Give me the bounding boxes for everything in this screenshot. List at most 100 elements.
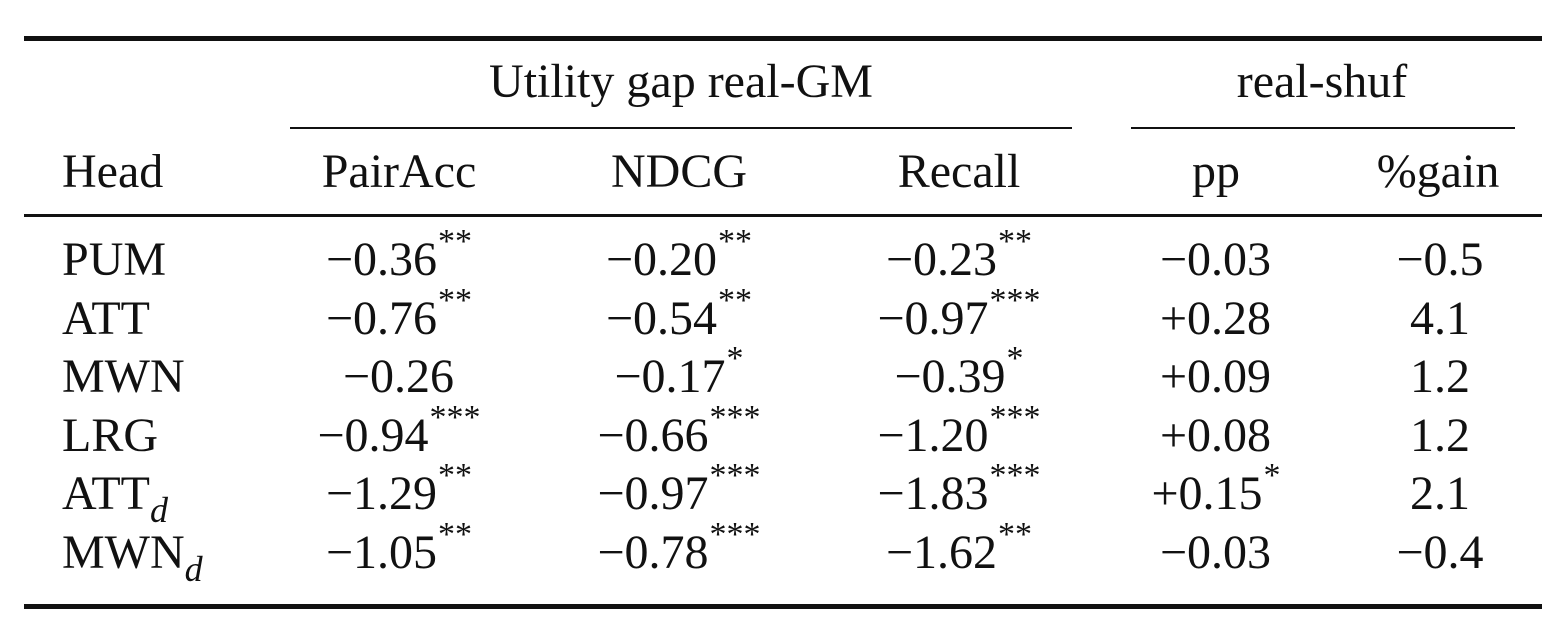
pp-value: +0.15 bbox=[1151, 467, 1263, 521]
pairacc-value: −0.76 bbox=[325, 291, 438, 345]
head-cell: ATTd bbox=[62, 467, 168, 528]
pairacc-significance: ** bbox=[438, 281, 473, 319]
pairacc-value: −0.94 bbox=[317, 408, 429, 462]
pairacc-value: −0.36 bbox=[325, 233, 438, 286]
ndcg-value: −0.78 bbox=[597, 526, 709, 579]
ndcg-value: −0.20 bbox=[605, 233, 718, 286]
recall-significance: ** bbox=[998, 516, 1033, 553]
ndcg-cell: −0.97*** bbox=[597, 459, 760, 521]
recall-significance: *** bbox=[989, 281, 1041, 319]
head-label: MWN bbox=[62, 526, 185, 579]
recall-value: −1.83 bbox=[877, 467, 989, 521]
pairacc-significance: ** bbox=[438, 457, 473, 495]
head-cell: MWNd bbox=[62, 526, 203, 587]
pairacc-significance: ** bbox=[438, 516, 473, 553]
head-label: ATT bbox=[62, 467, 150, 521]
head-label: MWN bbox=[62, 350, 185, 404]
column-header-recall: Recall bbox=[897, 145, 1021, 198]
pairacc-cell: −1.05** bbox=[325, 518, 472, 579]
recall-cell: −1.62** bbox=[885, 518, 1032, 579]
column-header-gain: %gain bbox=[1376, 145, 1500, 198]
table-row: PUM −0.36** −0.20** −0.23** −0.03 −0.5 bbox=[0, 225, 1554, 294]
pp-value: +0.08 bbox=[1159, 408, 1272, 462]
ndcg-value: −0.66 bbox=[597, 408, 709, 462]
pairacc-cell: −0.36** bbox=[325, 225, 472, 286]
recall-cell: −0.39* bbox=[894, 342, 1023, 401]
head-subscript: d bbox=[184, 548, 203, 589]
ndcg-significance: ** bbox=[718, 223, 753, 260]
gain-cell: −0.5 bbox=[1396, 236, 1483, 284]
pairacc-cell: −1.29** bbox=[325, 459, 472, 521]
pairacc-cell: −0.76** bbox=[325, 283, 472, 345]
pairacc-cell: −0.26 bbox=[343, 353, 455, 401]
gain-cell: 1.2 bbox=[1410, 353, 1470, 401]
ndcg-cell: −0.66*** bbox=[597, 400, 760, 462]
head-cell: ATT bbox=[62, 291, 150, 345]
column-header-pp: pp bbox=[1192, 145, 1240, 198]
head-subscript: d bbox=[149, 489, 168, 530]
group-header-shuffle: real-shuf bbox=[1236, 55, 1408, 108]
recall-value: −1.20 bbox=[877, 408, 989, 462]
ndcg-cell: −0.54** bbox=[606, 283, 752, 343]
pp-cell: +0.15* bbox=[1151, 459, 1280, 521]
pairacc-value: −1.29 bbox=[325, 467, 438, 521]
table-row: MWNd −1.05** −0.78*** −1.62** −0.03 −0.4 bbox=[0, 518, 1554, 587]
ndcg-cell: −0.78*** bbox=[597, 518, 760, 579]
pp-cell: +0.09 bbox=[1160, 353, 1272, 401]
gain-cell: −0.4 bbox=[1396, 529, 1483, 577]
head-cell: LRG bbox=[62, 408, 158, 462]
pp-value: −0.03 bbox=[1159, 526, 1272, 579]
pp-value: +0.09 bbox=[1159, 350, 1272, 404]
pairacc-significance: *** bbox=[429, 398, 481, 436]
ndcg-value: −0.97 bbox=[597, 467, 709, 521]
column-header-pairacc: PairAcc bbox=[321, 145, 477, 198]
recall-cell: −0.97*** bbox=[877, 283, 1040, 343]
recall-significance: *** bbox=[989, 457, 1041, 495]
pp-significance: * bbox=[1263, 457, 1281, 495]
group-rule-utility bbox=[290, 127, 1072, 129]
head-cell: PUM bbox=[62, 236, 166, 284]
gain-value: 1.2 bbox=[1410, 350, 1470, 404]
recall-value: −0.23 bbox=[885, 233, 998, 286]
gain-value: 2.1 bbox=[1410, 467, 1470, 521]
gain-value: −0.5 bbox=[1396, 233, 1484, 286]
table-row: ATTd −1.29** −0.97*** −1.83*** +0.15* 2.… bbox=[0, 459, 1554, 528]
gain-value: 4.1 bbox=[1410, 291, 1470, 345]
gain-cell: 1.2 bbox=[1410, 408, 1470, 462]
recall-significance: ** bbox=[998, 223, 1033, 260]
ndcg-cell: −0.17* bbox=[614, 342, 743, 404]
gain-value: −0.4 bbox=[1396, 526, 1484, 579]
head-label: ATT bbox=[62, 291, 150, 345]
table-row: ATT −0.76** −0.54** −0.97*** +0.28 4.1 bbox=[0, 283, 1554, 353]
gain-cell: 4.1 bbox=[1410, 291, 1470, 345]
group-rule-shuffle bbox=[1131, 127, 1515, 129]
pairacc-cell: −0.94*** bbox=[317, 400, 480, 462]
pp-cell: +0.08 bbox=[1159, 408, 1272, 462]
ndcg-value: −0.17 bbox=[614, 350, 726, 404]
group-header-utility: Utility gap real-GM bbox=[489, 55, 873, 108]
head-cell: MWN bbox=[62, 353, 185, 401]
top-rule bbox=[24, 36, 1542, 41]
ndcg-significance: ** bbox=[718, 281, 753, 319]
ndcg-significance: *** bbox=[709, 516, 761, 553]
head-label: PUM bbox=[62, 233, 167, 286]
pairacc-value: −1.05 bbox=[325, 526, 438, 579]
pp-value: +0.28 bbox=[1159, 291, 1272, 345]
recall-cell: −1.83*** bbox=[877, 459, 1040, 521]
pp-cell: −0.03 bbox=[1160, 236, 1272, 284]
table-row: MWN −0.26 −0.17* −0.39* +0.09 1.2 bbox=[0, 342, 1554, 411]
ndcg-significance: * bbox=[726, 340, 744, 378]
recall-cell: −0.23** bbox=[885, 225, 1032, 286]
column-header-head: Head bbox=[62, 145, 164, 198]
gain-cell: 2.1 bbox=[1410, 470, 1470, 518]
ndcg-significance: *** bbox=[709, 457, 761, 495]
header-rule bbox=[24, 214, 1542, 217]
pairacc-value: −0.26 bbox=[342, 350, 455, 404]
ndcg-significance: *** bbox=[709, 398, 761, 436]
recall-value: −1.62 bbox=[885, 526, 998, 579]
bottom-rule bbox=[24, 604, 1542, 609]
pp-value: −0.03 bbox=[1159, 233, 1272, 286]
head-label: LRG bbox=[62, 408, 158, 462]
gain-value: 1.2 bbox=[1410, 408, 1470, 462]
